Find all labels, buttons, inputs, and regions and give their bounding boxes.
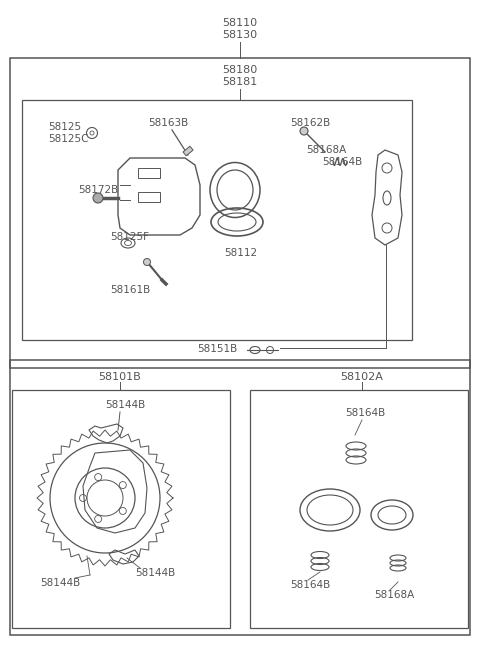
Text: 58102A: 58102A xyxy=(341,372,384,382)
Text: 58164B: 58164B xyxy=(345,408,385,418)
Text: 58101B: 58101B xyxy=(98,372,142,382)
Text: 58168A: 58168A xyxy=(306,145,346,155)
Bar xyxy=(183,146,193,156)
Text: 58125F: 58125F xyxy=(110,232,149,242)
Circle shape xyxy=(300,127,308,135)
Text: 58144B: 58144B xyxy=(135,568,175,578)
Bar xyxy=(12,390,230,628)
Text: 58130: 58130 xyxy=(222,30,258,40)
Text: 58164B: 58164B xyxy=(322,157,362,167)
Circle shape xyxy=(144,259,151,265)
Bar xyxy=(250,390,468,628)
Circle shape xyxy=(93,193,103,203)
Text: 58151B: 58151B xyxy=(197,344,237,354)
Text: 58144B: 58144B xyxy=(40,578,80,588)
Text: 58168A: 58168A xyxy=(374,590,414,600)
Text: 58163B: 58163B xyxy=(148,118,188,128)
Bar xyxy=(22,100,412,340)
Bar xyxy=(138,192,160,202)
Text: 58161B: 58161B xyxy=(110,285,150,295)
Bar xyxy=(10,58,470,368)
Text: 58180: 58180 xyxy=(222,65,258,75)
Bar xyxy=(138,168,160,178)
Text: 58164B: 58164B xyxy=(290,580,330,590)
Text: 58162B: 58162B xyxy=(290,118,330,128)
Bar xyxy=(10,360,470,635)
Text: 58110: 58110 xyxy=(222,18,258,28)
Text: 58125: 58125 xyxy=(48,122,81,132)
Text: 58144B: 58144B xyxy=(105,400,145,410)
Text: 58181: 58181 xyxy=(222,77,258,87)
Text: 58112: 58112 xyxy=(224,248,257,258)
Text: 58172B: 58172B xyxy=(78,185,118,195)
Text: 58125C: 58125C xyxy=(48,134,88,144)
